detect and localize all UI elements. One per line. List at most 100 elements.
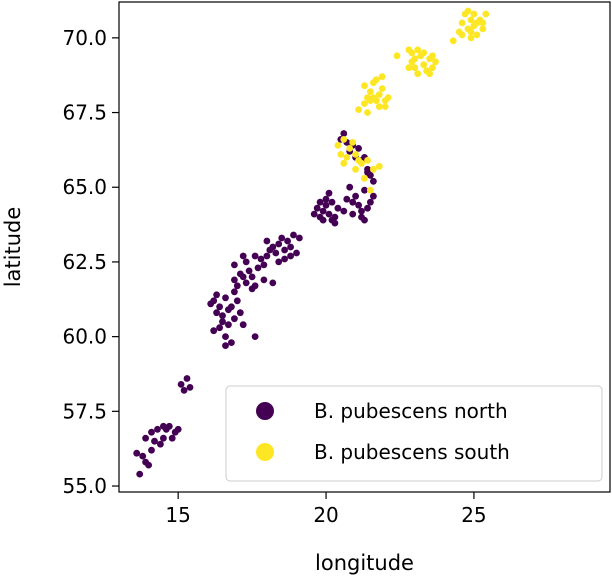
y-tick-label: 62.5: [62, 250, 107, 274]
data-point: [364, 168, 371, 176]
data-point: [281, 246, 288, 254]
data-point: [370, 165, 377, 173]
data-point: [222, 333, 229, 340]
data-point: [375, 103, 383, 110]
data-point: [157, 440, 164, 448]
data-point: [349, 139, 357, 146]
data-point: [393, 52, 401, 60]
data-point: [154, 425, 161, 433]
data-point: [142, 434, 150, 442]
data-point: [355, 106, 362, 113]
data-point: [367, 88, 374, 95]
data-point: [340, 136, 348, 143]
data-point: [231, 276, 238, 284]
data-point: [364, 109, 371, 116]
data-point: [216, 303, 224, 311]
data-point: [245, 267, 253, 275]
data-point: [358, 207, 365, 215]
data-point: [310, 210, 318, 218]
data-point: [325, 210, 333, 218]
data-point: [370, 177, 377, 185]
data-point: [370, 94, 377, 101]
data-point: [228, 303, 235, 311]
data-point: [168, 434, 176, 442]
data-point: [458, 19, 466, 27]
data-point: [467, 28, 475, 36]
data-point: [233, 297, 241, 305]
data-point: [180, 387, 188, 394]
data-point: [213, 291, 221, 299]
data-point: [337, 151, 345, 158]
data-point: [361, 82, 368, 90]
data-point: [426, 70, 433, 78]
data-point: [367, 198, 374, 206]
data-point: [429, 64, 436, 72]
data-point: [296, 234, 303, 242]
data-point: [429, 52, 436, 60]
data-point: [225, 321, 232, 329]
data-point: [251, 252, 259, 260]
data-point: [334, 142, 342, 149]
data-point: [239, 252, 247, 260]
data-point: [355, 145, 362, 152]
data-point: [364, 157, 371, 164]
y-tick-label: 57.5: [62, 399, 107, 423]
data-point: [319, 207, 327, 215]
data-point: [340, 130, 348, 137]
data-point: [322, 195, 330, 203]
data-point: [346, 145, 354, 152]
data-point: [331, 219, 339, 227]
data-point: [219, 312, 226, 320]
data-point: [370, 192, 377, 200]
data-point: [254, 264, 262, 272]
data-point: [222, 342, 229, 349]
data-point: [251, 333, 259, 340]
data-point: [269, 243, 277, 251]
y-tick-label: 65.0: [62, 175, 107, 199]
data-point: [248, 273, 256, 281]
data-point: [364, 204, 371, 212]
data-point: [290, 231, 297, 239]
data-point: [160, 434, 167, 442]
data-point: [467, 16, 475, 24]
data-point: [372, 76, 380, 84]
data-point: [355, 201, 362, 209]
data-point: [210, 327, 218, 335]
data-point: [367, 186, 374, 194]
data-point: [239, 321, 247, 329]
data-point: [458, 31, 466, 39]
data-point: [313, 204, 321, 212]
data-point: [432, 58, 439, 66]
data-point: [148, 446, 155, 454]
data-point: [231, 315, 238, 323]
data-point: [343, 154, 351, 161]
legend-marker-south: [256, 443, 274, 461]
y-axis: 55.0 57.5 60.0 62.5 65.0 67.5 70.0: [62, 26, 119, 498]
data-point: [470, 10, 478, 18]
data-point: [319, 216, 327, 224]
data-point: [263, 237, 271, 245]
data-point: [408, 49, 416, 57]
data-point: [361, 186, 368, 194]
data-point: [420, 61, 428, 69]
data-point: [375, 162, 383, 170]
data-point: [219, 318, 226, 326]
data-point: [411, 64, 419, 72]
data-point: [174, 425, 182, 433]
data-point: [384, 94, 392, 101]
series-south: [334, 7, 490, 194]
data-point: [482, 10, 490, 18]
data-point: [287, 243, 294, 251]
data-point: [340, 159, 348, 167]
data-point: [148, 428, 155, 436]
data-point: [228, 339, 235, 346]
data-point: [242, 279, 250, 287]
x-tick-label: 25: [461, 503, 486, 527]
data-point: [473, 31, 481, 39]
data-point: [260, 276, 268, 284]
data-point: [293, 249, 300, 257]
data-point: [133, 449, 141, 457]
y-axis-label: latitude: [1, 207, 25, 288]
data-point: [165, 422, 173, 430]
